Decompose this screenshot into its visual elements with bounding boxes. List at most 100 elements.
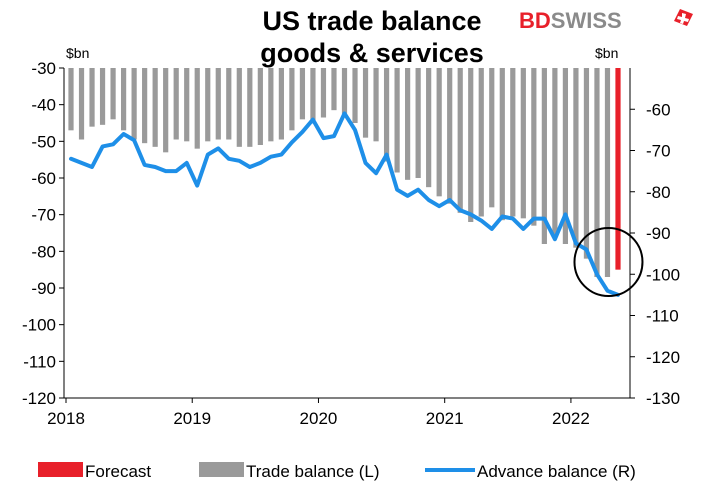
title-line: US trade balance — [262, 6, 481, 36]
trade-balance-bar — [426, 68, 432, 188]
trade-balance-bar — [436, 68, 442, 197]
left-tick-label: -30 — [31, 59, 56, 78]
x-tick-label: 2022 — [552, 409, 590, 428]
trade-balance-bar — [236, 68, 242, 147]
trade-balance-bar — [257, 68, 263, 145]
trade-balance-bar — [331, 68, 337, 111]
trade-balance-bar — [299, 68, 306, 120]
trade-balance-bar — [415, 68, 421, 178]
left-tick-label: -40 — [31, 96, 56, 115]
logo-part-bd: BD — [519, 8, 551, 33]
trade-balance-bar — [468, 68, 474, 222]
trade-balance-bar — [110, 68, 116, 120]
trade-balance-bars — [68, 68, 611, 277]
trade-balance-bar — [173, 68, 179, 140]
trade-balance-bar — [320, 68, 327, 118]
left-unit-label: $bn — [66, 45, 89, 61]
right-tick-label: -80 — [646, 183, 671, 202]
trade-balance-bar — [373, 68, 379, 142]
trade-balance-bar — [604, 68, 611, 277]
trade-balance-bar — [583, 68, 590, 259]
advance-balance-series-line — [69, 111, 620, 297]
trade-balance-bar — [552, 68, 558, 235]
legend-label: Trade balance (L) — [246, 462, 380, 481]
flag-icon — [674, 9, 693, 26]
trade-balance-bar — [68, 68, 74, 131]
trade-balance-bar — [194, 68, 200, 149]
left-tick-label: -80 — [31, 242, 56, 261]
trade-balance-bar — [594, 68, 600, 277]
trade-balance-bar — [394, 68, 400, 173]
brand-logo: BDSWISS — [519, 8, 693, 33]
trade-balance-bar — [163, 68, 169, 153]
right-tick-label: -90 — [646, 224, 671, 243]
trade-balance-bar — [247, 68, 253, 147]
right-tick-label: -130 — [646, 389, 680, 408]
legend-label: Advance balance (R) — [477, 462, 636, 481]
trade-balance-bar — [278, 68, 284, 140]
title-line: goods & services — [260, 38, 484, 68]
x-tick-label: 2019 — [173, 409, 211, 428]
trade-balance-bar — [268, 68, 274, 142]
trade-balance-bar — [520, 68, 526, 219]
trade-balance-bar — [99, 68, 106, 125]
trade-balance-bar — [152, 68, 158, 147]
trade-balance-bar — [120, 68, 127, 131]
trade-balance-bar — [457, 68, 463, 213]
trade-balance-bar — [215, 68, 221, 140]
right-tick-label: -120 — [646, 348, 680, 367]
x-tick-label: 2020 — [300, 409, 338, 428]
right-tick-label: -110 — [646, 307, 679, 326]
trade-balance-bar — [531, 68, 537, 226]
trade-balance-bar — [562, 68, 569, 244]
trade-balance-bar — [541, 68, 547, 244]
left-tick-label: -70 — [31, 206, 56, 225]
trade-balance-bar — [447, 68, 453, 204]
legend-swatch — [199, 462, 244, 477]
left-tick-label: -100 — [22, 316, 56, 335]
axes: -30 -40 -50 -60 -70 -80 -90 -100 -110 -120 -60 -70 -… — [22, 59, 680, 428]
right-tick-label: -60 — [646, 100, 671, 119]
trade-balance-bar — [573, 68, 579, 248]
trade-balance-bar — [289, 68, 295, 131]
trade-balance-bar — [142, 68, 148, 144]
right-tick-label: -100 — [646, 265, 680, 284]
forecast-bars — [615, 68, 621, 270]
trade-balance-bar — [383, 68, 390, 162]
trade-balance-bar — [405, 68, 411, 180]
flag-cross — [677, 13, 689, 24]
trade-balance-bar — [352, 68, 358, 123]
trade-balance-bar — [205, 68, 211, 142]
forecast-bar — [615, 68, 621, 270]
trade-balance-bar — [310, 68, 316, 123]
right-unit-label: $bn — [595, 45, 618, 61]
legend-swatch — [38, 462, 83, 477]
trade-balance-bar — [510, 68, 516, 217]
left-tick-label: -60 — [31, 169, 56, 188]
x-tick-label: 2018 — [47, 409, 85, 428]
annotations — [573, 227, 644, 297]
left-tick-label: -110 — [23, 352, 56, 371]
axis-units: $bn $bn — [66, 45, 618, 61]
trade-balance-bar — [489, 68, 495, 208]
logo-part-swiss: SWISS — [551, 8, 622, 33]
legend: Forecast Trade balance (L) Advance balance… — [38, 462, 636, 481]
highlight-circle — [573, 227, 644, 297]
trade-balance-bar — [78, 68, 85, 140]
trade-balance-bar — [184, 68, 190, 142]
trade-balance-bar — [341, 68, 348, 114]
left-tick-label: -50 — [31, 132, 56, 151]
trade-balance-bar — [226, 68, 232, 140]
trade-balance-bar — [362, 68, 369, 138]
trade-balance-bar — [131, 68, 137, 140]
trade-balance-bar — [478, 68, 484, 217]
logo-text: BDSWISS — [519, 8, 622, 33]
left-tick-label: -120 — [22, 389, 56, 408]
advance-balance-line — [69, 111, 620, 297]
x-tick-label: 2021 — [426, 409, 464, 428]
left-tick-label: -90 — [31, 279, 56, 298]
right-tick-label: -70 — [646, 142, 671, 161]
legend-label: Forecast — [85, 462, 151, 481]
